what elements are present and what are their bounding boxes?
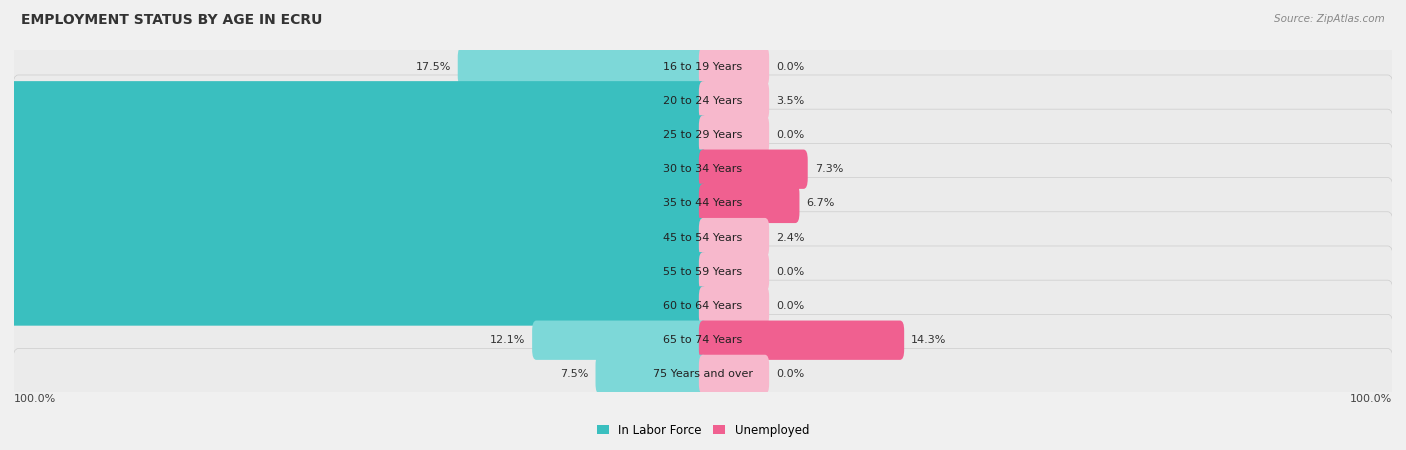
Text: 100.0%: 100.0% <box>1350 394 1392 404</box>
FancyBboxPatch shape <box>0 286 707 326</box>
Text: 12.1%: 12.1% <box>489 335 526 345</box>
FancyBboxPatch shape <box>13 109 1393 161</box>
Text: 30 to 34 Years: 30 to 34 Years <box>664 164 742 174</box>
FancyBboxPatch shape <box>699 355 769 394</box>
Text: EMPLOYMENT STATUS BY AGE IN ECRU: EMPLOYMENT STATUS BY AGE IN ECRU <box>21 14 322 27</box>
Text: 100.0%: 100.0% <box>14 394 56 404</box>
FancyBboxPatch shape <box>0 81 707 121</box>
Text: 2.4%: 2.4% <box>776 233 804 243</box>
FancyBboxPatch shape <box>699 81 769 121</box>
FancyBboxPatch shape <box>531 320 707 360</box>
FancyBboxPatch shape <box>13 178 1393 229</box>
FancyBboxPatch shape <box>699 252 769 292</box>
FancyBboxPatch shape <box>699 47 769 86</box>
Text: 55 to 59 Years: 55 to 59 Years <box>664 267 742 277</box>
FancyBboxPatch shape <box>0 149 707 189</box>
FancyBboxPatch shape <box>13 212 1393 263</box>
Text: 65 to 74 Years: 65 to 74 Years <box>664 335 742 345</box>
FancyBboxPatch shape <box>699 218 769 257</box>
FancyBboxPatch shape <box>13 280 1393 332</box>
Text: 17.5%: 17.5% <box>415 62 451 72</box>
FancyBboxPatch shape <box>458 47 707 86</box>
FancyBboxPatch shape <box>0 115 707 155</box>
Legend: In Labor Force, Unemployed: In Labor Force, Unemployed <box>598 424 808 437</box>
FancyBboxPatch shape <box>699 320 904 360</box>
FancyBboxPatch shape <box>699 115 769 155</box>
Text: 6.7%: 6.7% <box>807 198 835 208</box>
Text: 0.0%: 0.0% <box>776 301 804 311</box>
FancyBboxPatch shape <box>13 75 1393 126</box>
FancyBboxPatch shape <box>596 355 707 394</box>
Text: 75 Years and over: 75 Years and over <box>652 369 754 379</box>
Text: 14.3%: 14.3% <box>911 335 946 345</box>
FancyBboxPatch shape <box>699 286 769 326</box>
FancyBboxPatch shape <box>0 252 707 292</box>
FancyBboxPatch shape <box>13 41 1393 92</box>
FancyBboxPatch shape <box>13 144 1393 195</box>
Text: 0.0%: 0.0% <box>776 62 804 72</box>
FancyBboxPatch shape <box>699 149 807 189</box>
FancyBboxPatch shape <box>699 184 800 223</box>
FancyBboxPatch shape <box>0 184 707 223</box>
Text: 0.0%: 0.0% <box>776 369 804 379</box>
Text: 35 to 44 Years: 35 to 44 Years <box>664 198 742 208</box>
FancyBboxPatch shape <box>13 315 1393 366</box>
Text: 20 to 24 Years: 20 to 24 Years <box>664 96 742 106</box>
FancyBboxPatch shape <box>0 218 707 257</box>
Text: 25 to 29 Years: 25 to 29 Years <box>664 130 742 140</box>
Text: 7.5%: 7.5% <box>560 369 589 379</box>
Text: 0.0%: 0.0% <box>776 130 804 140</box>
Text: 0.0%: 0.0% <box>776 267 804 277</box>
Text: 7.3%: 7.3% <box>814 164 844 174</box>
FancyBboxPatch shape <box>13 349 1393 400</box>
Text: 3.5%: 3.5% <box>776 96 804 106</box>
Text: 16 to 19 Years: 16 to 19 Years <box>664 62 742 72</box>
FancyBboxPatch shape <box>13 246 1393 297</box>
Text: Source: ZipAtlas.com: Source: ZipAtlas.com <box>1274 14 1385 23</box>
Text: 45 to 54 Years: 45 to 54 Years <box>664 233 742 243</box>
Text: 60 to 64 Years: 60 to 64 Years <box>664 301 742 311</box>
